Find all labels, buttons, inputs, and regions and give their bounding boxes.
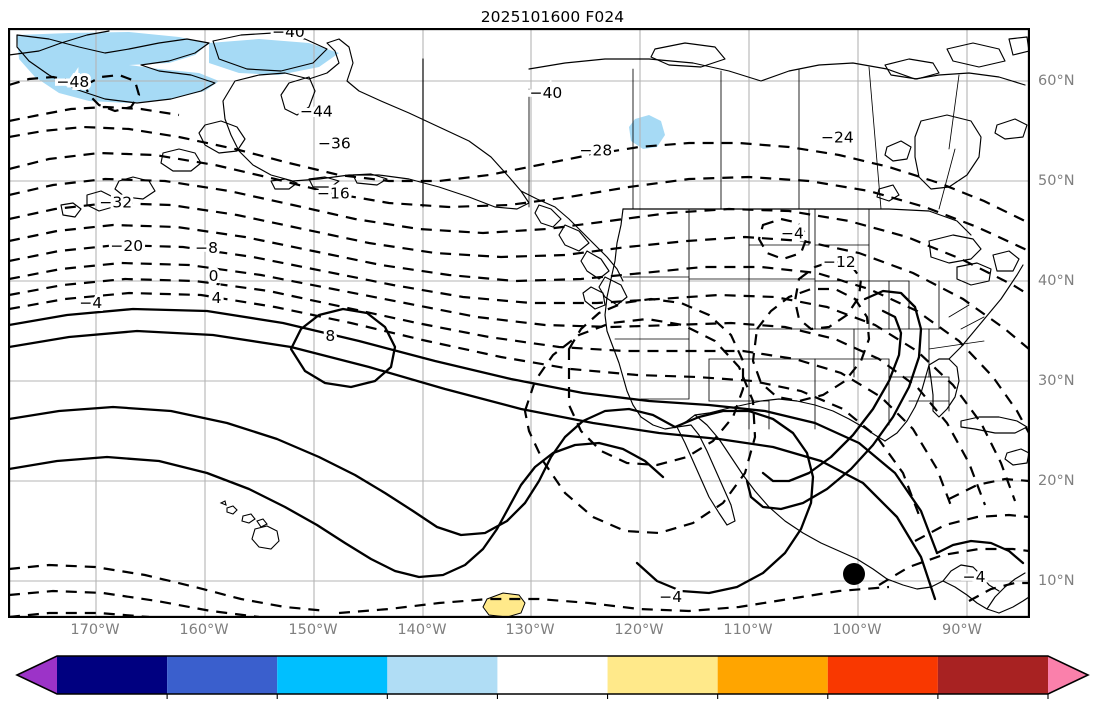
page-title: 2025101600 F024	[480, 8, 625, 26]
colorbar-frame	[15, 655, 1090, 695]
contour-label-halo: −40	[530, 84, 563, 102]
contour-label-halo: −4	[79, 294, 102, 312]
colorbar-band-7	[717, 656, 828, 694]
lat-label-60n: 60°N	[1038, 73, 1075, 89]
contour-label-halo: 8	[325, 327, 335, 345]
contour-label-8-18: 8	[325, 327, 335, 345]
contour-label-4-17: 4	[212, 289, 222, 307]
contour-label--48-0: −48	[57, 73, 90, 91]
colorbar-canvas	[15, 655, 1090, 699]
contour-label-halo: −4	[659, 588, 682, 606]
colorbar-extend-low	[17, 656, 57, 694]
contour-label--40-3: −40	[272, 29, 305, 41]
lon-label-110w: 110°W	[723, 622, 773, 638]
lon-label-100w: 100°W	[832, 622, 882, 638]
contour-label--12-10: −12	[823, 253, 856, 271]
lon-label-130w: 130°W	[505, 622, 555, 638]
contour-label--40-2: −40	[530, 84, 563, 102]
contour-label--16-9: −16	[317, 184, 350, 202]
contour-labels: −48−48−44−44−40−40−40−40−36−36−32−32−28−…	[54, 29, 989, 609]
colorbar-band-9	[937, 656, 1048, 694]
colorbar-outline	[15, 655, 1090, 695]
contour-label--24-7: −24	[821, 129, 854, 147]
colorbar-ticks	[166, 694, 1049, 699]
map-panel[interactable]: −48 −48 −44 −44 −40 −40 −40 −40 −36 −36 −32 −32 −28−…	[8, 28, 1030, 618]
colorbar[interactable]: −0.90−0.72−0.54−0.36−0.180.180.360.540.7…	[0, 650, 1105, 712]
colorbar-bands	[17, 656, 1088, 694]
lon-label-140w: 140°W	[397, 622, 447, 638]
contour-label--4-14: −4	[659, 588, 682, 606]
lon-label-160w: 160°W	[179, 622, 229, 638]
colorbar-band-5	[497, 656, 608, 694]
hawaii-islands	[219, 500, 280, 550]
colorbar-band-8	[827, 656, 938, 694]
negative-contours	[9, 73, 1029, 617]
contour-label--32-5: −32	[99, 193, 132, 211]
storm-position-marker[interactable]	[843, 563, 865, 585]
contour-label--20-8: −20	[110, 237, 143, 255]
contour-label-halo: −8	[195, 239, 218, 257]
colorbar-band-1	[57, 656, 168, 694]
contour-label-0-16: 0	[209, 267, 219, 285]
shaded-region-great-slave-lake	[629, 115, 665, 149]
contour-label-halo: −40	[272, 29, 305, 41]
lat-label-20n: 20°N	[1038, 473, 1075, 489]
contour-label-halo: −36	[318, 135, 351, 153]
contour-label-halo: −4	[963, 568, 986, 586]
contour-label-halo: −16	[317, 184, 350, 202]
contour-label-halo: 4	[212, 289, 222, 307]
contour-label--44-1: −44	[300, 103, 333, 121]
contour-label-halo: −28	[579, 142, 612, 160]
contour-label-halo: −20	[110, 237, 143, 255]
coastlines-and-borders	[9, 30, 1029, 614]
contour-label--36-4: −36	[318, 135, 351, 153]
contour-label-halo: −24	[821, 129, 854, 147]
lon-label-90w: 90°W	[941, 622, 983, 638]
contour-label--4-13: −4	[79, 294, 102, 312]
contour-label-halo: −44	[300, 103, 333, 121]
lat-label-10n: 10°N	[1038, 573, 1075, 589]
contour-label-halo: −48	[57, 73, 90, 91]
colorbar-band-3	[277, 656, 388, 694]
lat-label-50n: 50°N	[1038, 173, 1075, 189]
contour-label--28-6: −28	[579, 142, 612, 160]
map-canvas: −48−48−44−44−40−40−40−40−36−36−32−32−28−…	[9, 29, 1029, 617]
contour-label--8-11: −8	[195, 239, 218, 257]
lat-label-40n: 40°N	[1038, 273, 1075, 289]
colorbar-band-6	[607, 656, 718, 694]
colorbar-band-4	[387, 656, 498, 694]
map-border	[9, 29, 1029, 617]
lat-label-30n: 30°N	[1038, 373, 1075, 389]
contour-label-halo: 0	[209, 267, 219, 285]
shaded-region-chukchi-east	[209, 39, 339, 75]
contour-label-halo: −32	[99, 193, 132, 211]
contour-label--4-15: −4	[963, 568, 986, 586]
colorbar-extend-high	[1048, 656, 1088, 694]
lon-label-150w: 150°W	[288, 622, 338, 638]
positive-contours	[9, 289, 1025, 601]
colorbar-band-2	[167, 656, 278, 694]
contour-label--4-12: −4	[781, 224, 804, 242]
contour-label-halo: −12	[823, 253, 856, 271]
lon-label-170w: 170°W	[70, 622, 120, 638]
contour-label-halo: −4	[781, 224, 804, 242]
lon-label-120w: 120°W	[614, 622, 664, 638]
